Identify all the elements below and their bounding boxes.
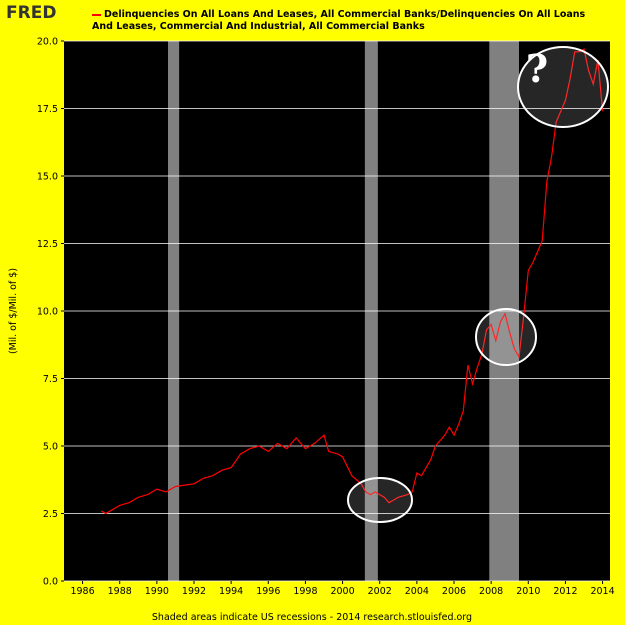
series-line <box>100 48 604 515</box>
x-tick-label: 1998 <box>293 586 317 597</box>
y-tick-label: 17.5 <box>37 104 58 115</box>
y-tick-label: 15.0 <box>37 172 58 183</box>
y-tick-label: 5.0 <box>43 442 58 453</box>
x-tick-label: 1996 <box>256 586 280 597</box>
y-axis-label: (Mil. of $/Mil. of $) <box>8 268 19 354</box>
x-tick-label: 2000 <box>330 586 354 597</box>
x-tick-label: 1992 <box>182 586 206 597</box>
legend: Delinquencies On All Loans And Leases, A… <box>92 9 602 33</box>
highlight-circle <box>475 308 537 366</box>
y-tick-label: 12.5 <box>37 239 58 250</box>
y-tick-label: 7.5 <box>43 374 58 385</box>
x-tick-label: 1990 <box>145 586 169 597</box>
x-tick-label: 2014 <box>590 586 614 597</box>
y-tick-label: 0.0 <box>43 577 58 588</box>
x-tick-label: 2006 <box>442 586 466 597</box>
legend-swatch <box>92 13 101 16</box>
x-tick-label: 2002 <box>368 586 392 597</box>
highlight-circle <box>347 477 413 523</box>
y-tick-label: 2.5 <box>43 509 58 520</box>
x-tick-label: 1988 <box>108 586 132 597</box>
footer-note: Shaded areas indicate US recessions - 20… <box>152 612 472 623</box>
legend-label: Delinquencies On All Loans And Leases, A… <box>92 9 586 32</box>
x-tick-label: 2012 <box>553 586 577 597</box>
logo: FRED <box>6 3 57 23</box>
x-tick-label: 2008 <box>479 586 503 597</box>
x-tick-label: 2004 <box>405 586 429 597</box>
y-tick-label: 10.0 <box>37 307 58 318</box>
annotation: ? <box>526 46 548 91</box>
y-tick-label: 20.0 <box>37 37 58 48</box>
x-tick-label: 1986 <box>70 586 94 597</box>
x-tick-label: 1994 <box>219 586 243 597</box>
highlight-circle <box>517 46 609 128</box>
x-tick-label: 2010 <box>516 586 540 597</box>
